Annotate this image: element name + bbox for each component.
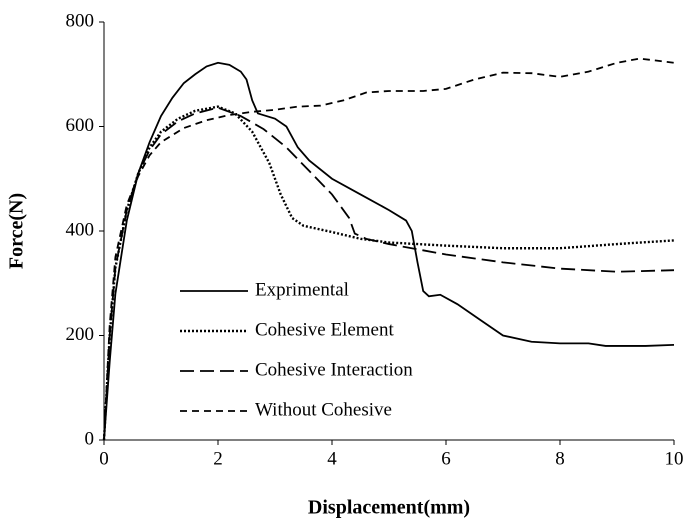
y-axis-title: Force(N) (6, 193, 28, 269)
y-tick-label: 0 (85, 428, 95, 449)
y-tick-label: 200 (66, 324, 95, 345)
x-tick-label: 6 (441, 448, 451, 469)
legend-label: Exprimental (255, 279, 349, 300)
x-tick-label: 8 (555, 448, 565, 469)
y-tick-label: 800 (66, 10, 95, 31)
series-line (103, 106, 675, 441)
series-line (103, 61, 675, 441)
x-tick-label: 10 (665, 448, 684, 469)
x-axis-title: Displacement(mm) (308, 497, 470, 519)
legend-label: Cohesive Interaction (255, 359, 413, 380)
series-line (102, 105, 675, 441)
y-tick-label: 600 (66, 115, 95, 136)
x-tick-label: 0 (99, 448, 109, 469)
legend-label: Without Cohesive (255, 399, 392, 420)
series-line (103, 57, 675, 441)
x-tick-label: 4 (327, 448, 337, 469)
y-tick-label: 400 (66, 219, 95, 240)
x-tick-label: 2 (213, 448, 223, 469)
legend-label: Cohesive Element (255, 319, 394, 340)
